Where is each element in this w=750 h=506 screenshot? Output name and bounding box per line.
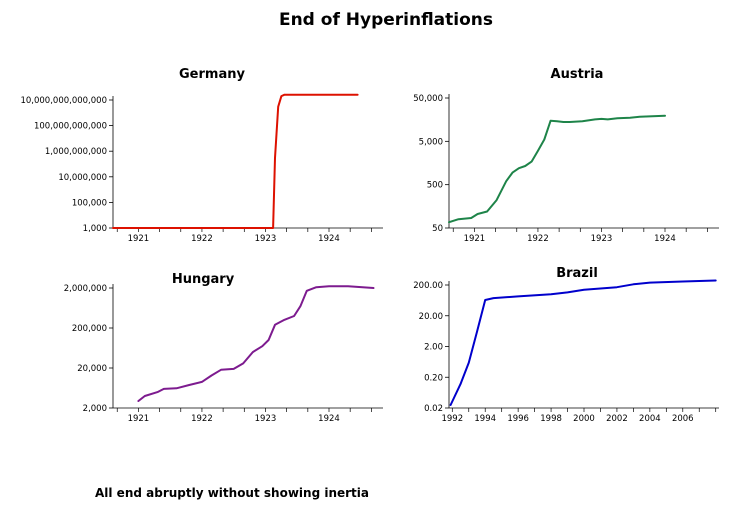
austria-x-tick-label: 1921 (464, 234, 486, 244)
germany-y-tick-label: 10,000,000 (58, 173, 107, 183)
germany-x-tick-label: 1922 (191, 234, 213, 244)
brazil-x-tick-label: 1992 (441, 414, 463, 424)
brazil-y-tick-label: 20.00 (419, 312, 443, 322)
hungary-x-tick-label: 1921 (128, 414, 150, 424)
hungary-series-line (137, 285, 375, 402)
hungary-y-tick-label: 20,000 (77, 364, 107, 374)
brazil-y-tick-label: 0.02 (424, 404, 443, 414)
germany-y-tick-label: 10,000,000,000,000 (20, 96, 107, 106)
germany-y-tick-label: 1,000,000,000 (45, 147, 107, 157)
austria-title: Austria (551, 67, 604, 82)
brazil-x-tick-label: 1996 (507, 414, 529, 424)
brazil-y-tick-label: 200.00 (413, 281, 443, 291)
hungary-x-tick-label: 1922 (191, 414, 213, 424)
germany-title: Germany (179, 67, 245, 82)
caption: All end abruptly without showing inertia (95, 486, 369, 500)
germany-x-tick-label: 1923 (255, 234, 277, 244)
germany-y-tick-label: 1,000 (83, 224, 107, 234)
brazil-x-tick-label: 2004 (639, 414, 661, 424)
hungary-x-tick-label: 1924 (318, 414, 340, 424)
brazil-y-tick-label: 2.00 (424, 343, 443, 353)
brazil-x-tick-label: 1998 (540, 414, 562, 424)
hungary-y-tick-label: 2,000,000 (64, 284, 107, 294)
austria-y-tick-label: 5,000 (419, 137, 443, 147)
germany-y-tick-label: 100,000 (72, 198, 107, 208)
hungary-x-tick-label: 1923 (255, 414, 277, 424)
brazil-x-tick-label: 2006 (672, 414, 694, 424)
austria-y-tick-label: 50,000 (413, 94, 443, 104)
brazil-title: Brazil (556, 266, 598, 281)
hungary-y-tick-label: 2,000 (83, 404, 107, 414)
brazil-y-tick-label: 0.20 (424, 373, 443, 383)
austria-x-tick-label: 1924 (654, 234, 676, 244)
austria-series-line (448, 114, 666, 224)
hungary-title: Hungary (172, 272, 235, 287)
germany-x-tick-label: 1921 (128, 234, 150, 244)
austria-panel: Austria 50 500 5,000 50,000 1921 1922 1923 1924 (413, 67, 719, 244)
hungary-y-tick-label: 200,000 (72, 324, 107, 334)
austria-x-tick-label: 1922 (527, 234, 549, 244)
austria-y-tick-label: 50 (432, 224, 443, 234)
brazil-x-tick-label: 2000 (573, 414, 595, 424)
germany-series-line (112, 93, 359, 229)
brazil-series-line (449, 279, 717, 406)
brazil-x-tick-label: 1994 (474, 414, 496, 424)
main-title: End of Hyperinflations (279, 10, 493, 30)
brazil-x-tick-label: 2002 (606, 414, 628, 424)
brazil-panel: Brazil 0.02 0.20 2.00 20.00 200.00 1992 1994 199… (413, 266, 719, 424)
germany-x-tick-label: 1924 (318, 234, 340, 244)
hungary-panel: Hungary 2,000 20,000 200,000 2,000,000 1921 19… (64, 272, 383, 424)
austria-x-tick-label: 1923 (591, 234, 613, 244)
germany-y-tick-label: 100,000,000,000 (34, 122, 107, 132)
austria-y-tick-label: 500 (427, 181, 443, 191)
germany-panel: Germany 1,000 100,000 10,000,000 1,000,000,0… (20, 67, 383, 244)
